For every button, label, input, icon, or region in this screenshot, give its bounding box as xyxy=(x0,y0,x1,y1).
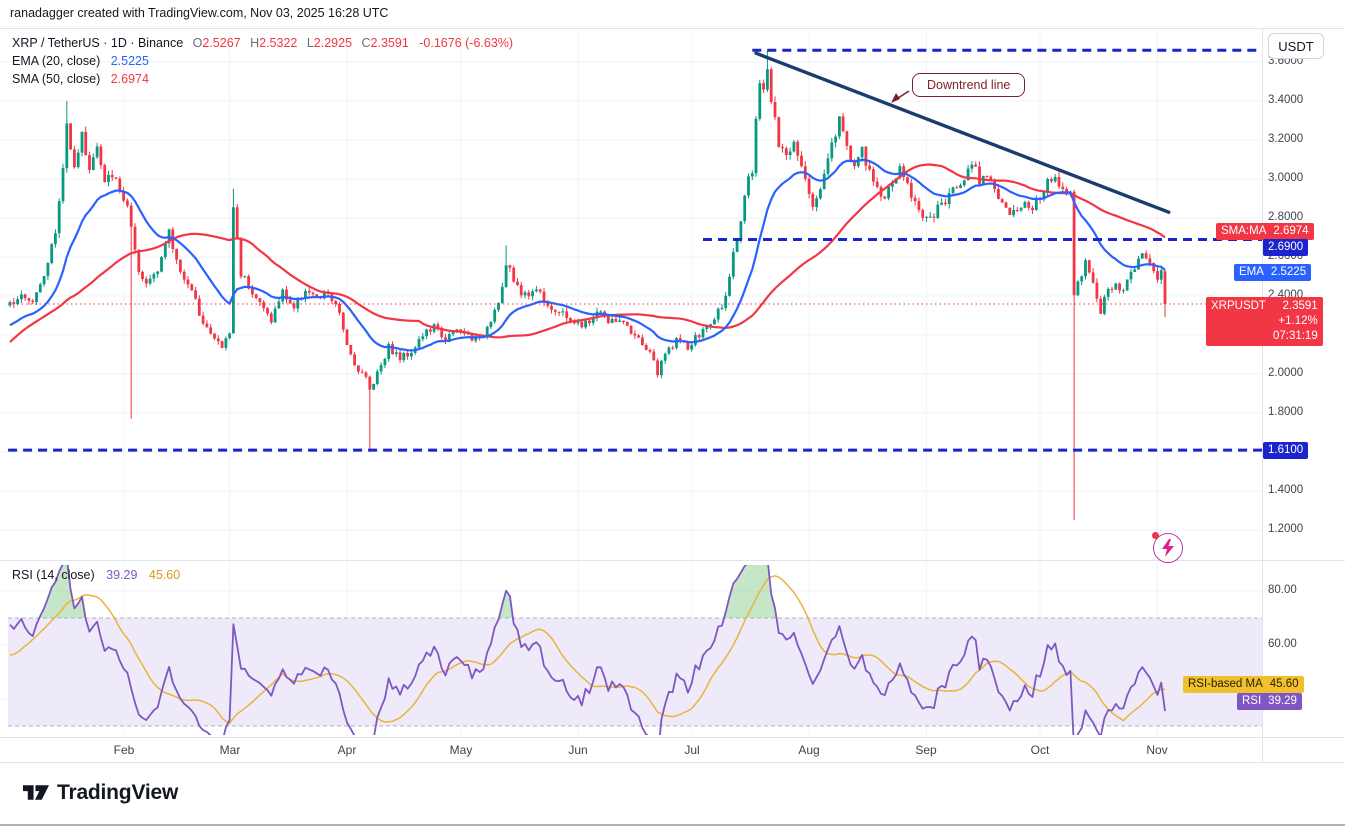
close-value: 2.3591 xyxy=(370,36,409,50)
price-tick-label: 1.4000 xyxy=(1268,484,1304,496)
sma-tag-value: 2.6974 xyxy=(1273,225,1309,237)
time-tick-label: May xyxy=(449,743,473,757)
sma-value: 2.6974 xyxy=(110,72,149,86)
currency-button[interactable]: USDT xyxy=(1268,33,1324,59)
high-value: 2.5322 xyxy=(259,36,298,50)
rsi-ma-tag-value: 45.60 xyxy=(1269,678,1299,690)
time-axis[interactable] xyxy=(0,737,1262,762)
ema-tag-value: 2.5225 xyxy=(1270,266,1307,278)
high-label: H xyxy=(250,36,260,50)
window-bottom-edge xyxy=(0,824,1345,826)
change-value: -0.1676 (-6.63%) xyxy=(419,36,514,50)
symbol-title: XRP / TetherUS · 1D · Binance xyxy=(12,36,184,50)
sma-tag-label: SMA:MA xyxy=(1221,225,1267,237)
tradingview-mark-icon xyxy=(22,785,49,800)
rsi-tick-label: 80.00 xyxy=(1268,584,1297,596)
low-value: 2.2925 xyxy=(313,36,353,50)
price-axis-border xyxy=(1262,28,1263,762)
boost-button[interactable] xyxy=(1152,532,1183,563)
rsi-tag-value: 39.29 xyxy=(1268,695,1297,707)
ema-tag-label: EMA xyxy=(1239,266,1264,278)
ema-label: EMA (20, close) xyxy=(12,54,101,68)
rsi-label: RSI (14, close) xyxy=(12,568,95,582)
price-tick-label: 3.2000 xyxy=(1268,133,1304,145)
sma-line xyxy=(9,163,1166,343)
time-tick-label: Sep xyxy=(915,743,937,757)
sma-label: SMA (50, close) xyxy=(12,72,101,86)
footer-border xyxy=(0,762,1345,763)
last-tag-change: +1.12% xyxy=(1278,315,1318,327)
annotation-arrow xyxy=(891,90,910,103)
time-tick-label: Mar xyxy=(219,743,241,757)
ema-line xyxy=(9,158,1166,352)
time-tick-label: Nov xyxy=(1146,743,1168,757)
price-tick-label: 2.8000 xyxy=(1268,211,1304,223)
price-tick-label: 1.2000 xyxy=(1268,523,1304,535)
last-tag-price: 2.3591 xyxy=(1282,300,1318,312)
tradingview-logo-text: TradingView xyxy=(57,781,179,804)
lightning-icon xyxy=(1162,539,1174,557)
level-1-61-tag: 1.6100 xyxy=(1263,442,1309,459)
rsi-ma-value: 45.60 xyxy=(148,568,181,582)
time-tick-label: Apr xyxy=(337,743,357,757)
rsi-tag: RSI 39.29 xyxy=(1237,693,1302,710)
level-2-69-tag: 2.6900 xyxy=(1263,239,1309,256)
downtrend-line[interactable] xyxy=(754,51,1171,214)
price-tick-label: 3.0000 xyxy=(1268,172,1304,184)
rsi-tick-label: 60.00 xyxy=(1268,638,1297,650)
open-value: 2.5267 xyxy=(202,36,241,50)
rsi-ma-tag: RSI-based MA 45.60 xyxy=(1183,676,1304,693)
time-tick-label: Oct xyxy=(1030,743,1050,757)
rsi-line xyxy=(9,565,1166,735)
ema-price-tag: EMA 2.5225 xyxy=(1234,264,1312,281)
downtrend-annotation: Downtrend line xyxy=(912,73,1026,97)
candles-layer xyxy=(8,50,1167,521)
rsi-ma-tag-label: RSI-based MA xyxy=(1188,678,1263,690)
rsi-tag-label: RSI xyxy=(1242,695,1262,707)
sma-price-tag: SMA:MA 2.6974 xyxy=(1216,223,1314,240)
open-label: O xyxy=(192,36,203,50)
ema-legend[interactable]: EMA (20, close) 2.5225 xyxy=(12,53,513,70)
low-label: L xyxy=(306,36,314,50)
symbol-legend[interactable]: XRP / TetherUS · 1D · Binance O2.5267 H2… xyxy=(12,35,513,52)
last-tag-symbol: XRPUSDT xyxy=(1211,300,1266,312)
time-tick-label: Jun xyxy=(568,743,588,757)
time-axis-border xyxy=(0,737,1345,738)
price-tick-label: 3.4000 xyxy=(1268,94,1304,106)
attribution-text: ranadagger created with TradingView.com,… xyxy=(10,6,389,20)
rsi-ma-line xyxy=(9,575,1165,725)
rsi-value: 39.29 xyxy=(106,568,138,582)
close-label: C xyxy=(361,36,371,50)
horizontal-levels[interactable] xyxy=(8,48,1262,452)
sma-legend[interactable]: SMA (50, close) 2.6974 xyxy=(12,71,513,88)
tradingview-logo[interactable]: TradingView xyxy=(22,780,178,806)
rsi-band xyxy=(8,617,1262,727)
last-tag-countdown: 07:31:19 xyxy=(1272,330,1318,342)
last-price-tag: XRPUSDT 2.3591 +1.12% 07:31:19 xyxy=(1206,297,1323,346)
time-tick-label: Feb xyxy=(113,743,135,757)
ema-value: 2.5225 xyxy=(110,54,149,68)
price-tick-label: 1.8000 xyxy=(1268,406,1304,418)
notification-dot xyxy=(1152,532,1159,539)
header-divider xyxy=(0,28,1345,29)
price-tick-label: 2.0000 xyxy=(1268,367,1304,379)
time-tick-label: Jul xyxy=(684,743,700,757)
rsi-legend[interactable]: RSI (14, close) 39.29 45.60 xyxy=(12,568,180,582)
pane-separator[interactable] xyxy=(0,560,1345,561)
time-tick-label: Aug xyxy=(798,743,820,757)
